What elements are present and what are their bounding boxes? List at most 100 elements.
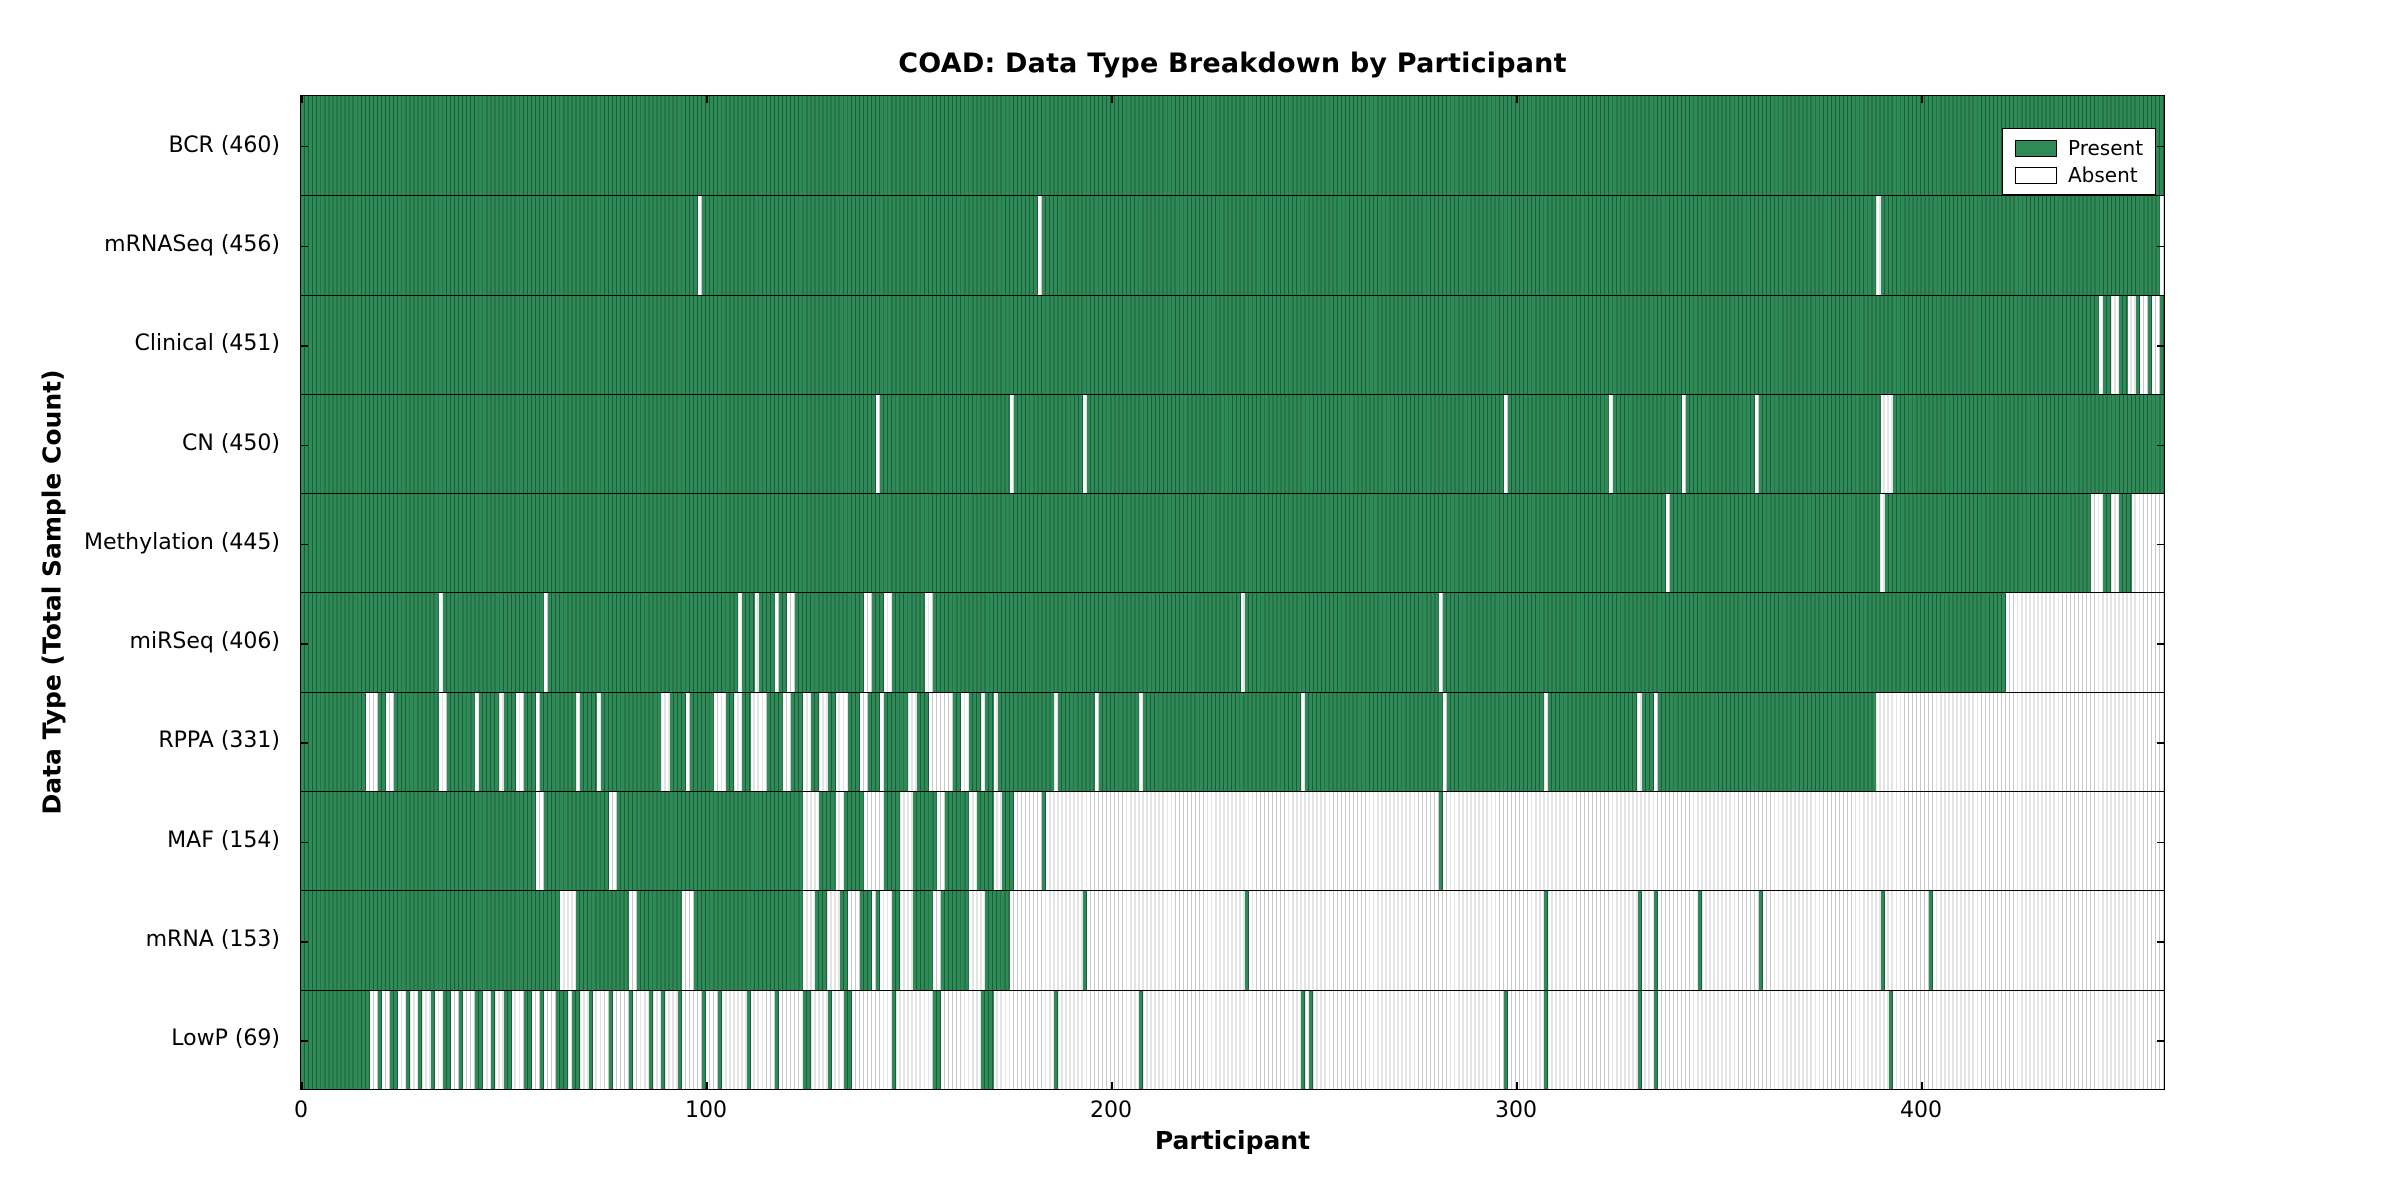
y-tick-mark bbox=[2157, 543, 2164, 546]
present-segment bbox=[1548, 692, 1638, 792]
present-segment bbox=[839, 891, 848, 990]
present-segment bbox=[629, 990, 634, 1089]
present-segment bbox=[701, 990, 706, 1089]
y-tick-mark bbox=[301, 941, 308, 943]
heatmap-row-bcr bbox=[301, 96, 2164, 196]
present-segment bbox=[1653, 990, 1658, 1089]
present-segment bbox=[1305, 692, 1444, 792]
present-segment bbox=[2119, 295, 2128, 394]
present-segment bbox=[892, 891, 901, 990]
x-tick-mark bbox=[1111, 96, 1113, 103]
present-segment bbox=[843, 990, 852, 1089]
present-segment bbox=[1637, 891, 1642, 990]
present-segment bbox=[1880, 891, 1885, 990]
present-segment bbox=[1686, 394, 1755, 494]
present-segment bbox=[556, 990, 569, 1089]
present-segment bbox=[843, 792, 864, 891]
present-segment bbox=[479, 692, 500, 792]
present-segment bbox=[876, 891, 881, 990]
present-segment bbox=[2147, 295, 2152, 394]
present-segment bbox=[872, 593, 885, 692]
present-segment bbox=[377, 990, 382, 1089]
y-tick-mark bbox=[2157, 841, 2164, 844]
present-segment bbox=[803, 990, 812, 1089]
y-tick-mark bbox=[2157, 941, 2164, 943]
heatmap-row-clinical bbox=[301, 294, 2164, 394]
x-tick-mark bbox=[1516, 96, 1518, 103]
y-tick-label-bcr: BCR (460) bbox=[168, 132, 280, 158]
x-tick-mark bbox=[706, 96, 708, 103]
y-tick-mark bbox=[301, 841, 308, 844]
x-tick-mark bbox=[301, 1082, 303, 1089]
present-segment bbox=[811, 692, 820, 792]
present-segment bbox=[1143, 692, 1302, 792]
legend-entry-present: Present bbox=[2015, 138, 2143, 158]
present-segment bbox=[1698, 891, 1703, 990]
present-segment bbox=[916, 692, 929, 792]
heatmap-row-mrna bbox=[301, 890, 2164, 990]
present-segment bbox=[718, 990, 723, 1089]
present-segment bbox=[539, 990, 544, 1089]
present-segment bbox=[503, 692, 516, 792]
present-segment bbox=[523, 990, 532, 1089]
present-segment bbox=[1058, 692, 1095, 792]
present-segment bbox=[572, 990, 581, 1089]
present-segment bbox=[778, 593, 787, 692]
heatmap-row-methylation bbox=[301, 493, 2164, 593]
present-segment bbox=[985, 692, 994, 792]
present-segment bbox=[1892, 394, 2164, 494]
present-segment bbox=[1544, 891, 1549, 990]
present-segment bbox=[458, 990, 463, 1089]
present-segment bbox=[523, 692, 536, 792]
present-segment bbox=[1637, 990, 1642, 1089]
present-segment bbox=[932, 990, 941, 1089]
x-tick-label-400: 400 bbox=[1900, 1098, 1942, 1123]
y-tick-mark bbox=[301, 1040, 308, 1042]
present-segment bbox=[1139, 990, 1144, 1089]
y-tick-mark bbox=[2157, 1040, 2164, 1042]
y-tick-mark bbox=[301, 543, 308, 546]
plot-area bbox=[300, 95, 2165, 1090]
present-segment bbox=[1613, 394, 1683, 494]
present-segment bbox=[2103, 295, 2112, 394]
present-segment bbox=[503, 990, 512, 1089]
present-segment bbox=[932, 593, 1241, 692]
present-segment bbox=[2119, 494, 2132, 593]
present-segment bbox=[1001, 792, 1014, 891]
present-segment bbox=[301, 990, 370, 1089]
present-segment bbox=[742, 692, 751, 792]
present-segment bbox=[475, 990, 484, 1089]
present-segment bbox=[390, 990, 399, 1089]
present-segment bbox=[301, 692, 366, 792]
y-tick-label-mrnaseq: mRNASeq (456) bbox=[104, 231, 280, 257]
heatmap-row-lowp bbox=[301, 989, 2164, 1089]
y-tick-mark bbox=[2157, 245, 2164, 248]
present-segment bbox=[1669, 494, 1881, 593]
present-segment bbox=[1880, 196, 2160, 295]
present-segment bbox=[1082, 891, 1087, 990]
present-segment bbox=[580, 692, 597, 792]
present-segment bbox=[868, 692, 881, 792]
present-segment bbox=[539, 692, 577, 792]
present-segment bbox=[912, 891, 933, 990]
y-tick-label-mirseq: miRSeq (406) bbox=[129, 629, 280, 655]
present-segment bbox=[815, 891, 828, 990]
present-segment bbox=[301, 295, 2100, 394]
present-segment bbox=[985, 891, 1010, 990]
present-segment bbox=[588, 990, 593, 1089]
present-segment bbox=[2135, 295, 2140, 394]
present-segment bbox=[742, 593, 755, 692]
y-tick-mark bbox=[301, 444, 308, 447]
heatmap-row-maf bbox=[301, 791, 2164, 891]
present-segment bbox=[301, 891, 561, 990]
legend-label: Absent bbox=[2068, 163, 2138, 187]
y-tick-labels: BCR (460) mRNASeq (456) Clinical (451) CN (… bbox=[0, 95, 290, 1090]
x-tick-labels: 0 100 200 300 400 bbox=[0, 1098, 2400, 1128]
present-segment bbox=[997, 692, 1055, 792]
present-segment bbox=[616, 792, 804, 891]
present-segment bbox=[1641, 692, 1654, 792]
y-tick-mark bbox=[301, 145, 308, 148]
present-segment bbox=[1244, 593, 1440, 692]
present-segment bbox=[301, 593, 439, 692]
